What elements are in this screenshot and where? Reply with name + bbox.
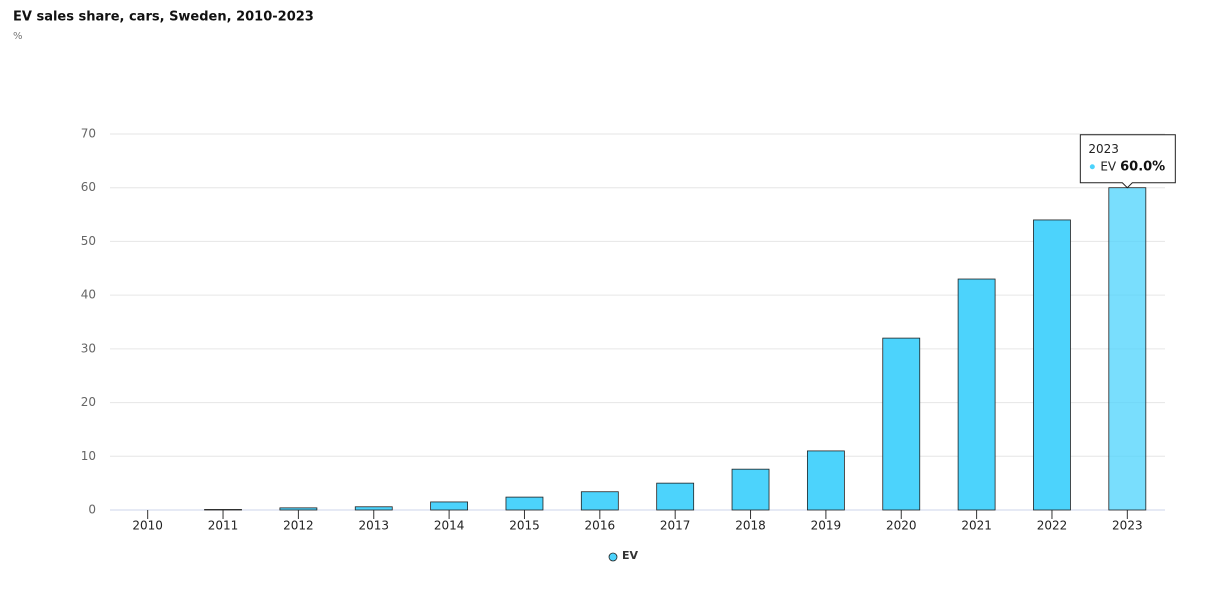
bar bbox=[1108, 187, 1147, 511]
bar bbox=[731, 468, 770, 511]
legend-label: EV bbox=[622, 549, 639, 562]
bar bbox=[656, 482, 695, 511]
bar bbox=[1033, 219, 1071, 511]
tooltip-series: EV bbox=[1100, 159, 1117, 173]
y-tick-label: 40 bbox=[81, 288, 96, 302]
tooltip-marker bbox=[1089, 164, 1095, 170]
legend-marker bbox=[608, 552, 618, 562]
tooltip: 2023 EV60.0% bbox=[1079, 134, 1176, 189]
tooltip-category: 2023 bbox=[1088, 142, 1119, 156]
x-tick-label: 2021 bbox=[961, 519, 992, 533]
bar bbox=[204, 509, 242, 511]
x-tick-label: 2017 bbox=[660, 519, 691, 533]
chart-title: EV sales share, cars, Sweden, 2010-2023 bbox=[13, 10, 314, 25]
y-tick-label: 60 bbox=[81, 180, 96, 194]
bar bbox=[806, 450, 845, 511]
tooltip-box bbox=[1079, 134, 1176, 189]
x-tick-label: 2011 bbox=[208, 519, 239, 533]
chart-subtitle: % bbox=[13, 31, 23, 42]
x-tick-label: 2019 bbox=[811, 519, 842, 533]
x-tick-label: 2016 bbox=[585, 519, 616, 533]
x-tick-label: 2013 bbox=[358, 519, 389, 533]
bar bbox=[957, 278, 996, 511]
tooltip-value: EV60.0% bbox=[1100, 159, 1165, 174]
bar bbox=[505, 496, 544, 511]
x-tick-label: 2018 bbox=[735, 519, 766, 533]
x-tick-label: 2022 bbox=[1037, 519, 1068, 533]
y-tick-label: 10 bbox=[81, 449, 96, 463]
bar bbox=[580, 491, 619, 511]
y-tick-label: 20 bbox=[81, 395, 96, 409]
bar bbox=[354, 506, 393, 511]
tooltip-value-label: 60.0% bbox=[1120, 159, 1165, 174]
bar bbox=[882, 337, 921, 511]
y-tick-label: 30 bbox=[81, 341, 96, 355]
bar bbox=[279, 507, 318, 511]
x-tick-label: 2020 bbox=[886, 519, 917, 533]
y-tick-label: 70 bbox=[81, 127, 96, 141]
y-tick-label: 50 bbox=[81, 234, 96, 248]
bar bbox=[430, 501, 469, 511]
y-tick-label: 0 bbox=[88, 503, 96, 517]
x-tick-label: 2014 bbox=[434, 519, 465, 533]
x-tick-label: 2023 bbox=[1112, 519, 1143, 533]
x-tick-label: 2012 bbox=[283, 519, 314, 533]
x-tick-label: 2015 bbox=[509, 519, 540, 533]
x-tick-label: 2010 bbox=[132, 519, 163, 533]
